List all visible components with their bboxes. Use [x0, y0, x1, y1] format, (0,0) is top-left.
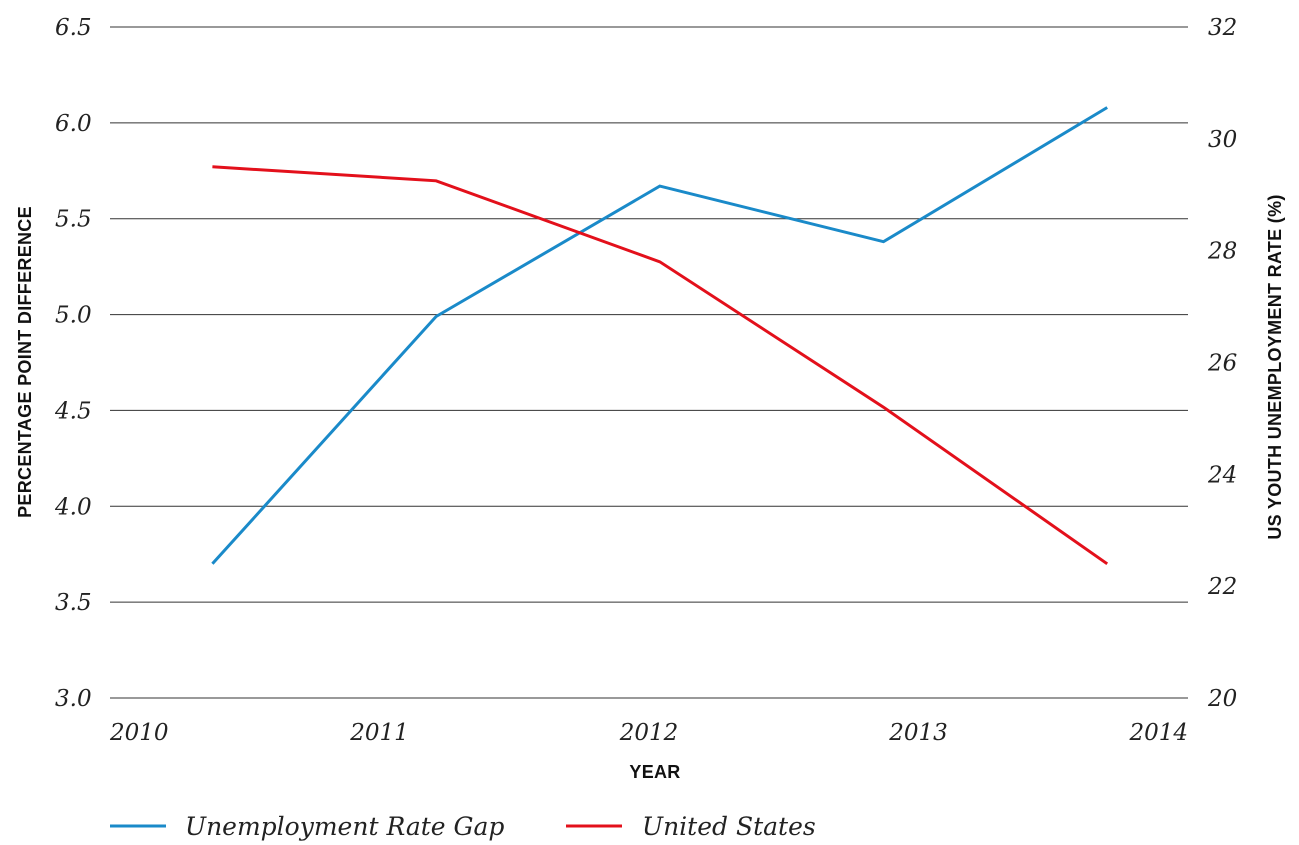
y-left-tick-label: 5.5: [55, 207, 92, 233]
legend-label-us: United States: [642, 812, 816, 841]
x-axis-ticks: 2010 2011 2012 2013 2014: [109, 720, 1188, 746]
y-left-tick-label: 4.5: [54, 398, 92, 424]
y-right-tick-label: 32: [1208, 15, 1237, 41]
right-axis-ticks: 20 22 24 26 28 30 32: [1207, 15, 1237, 712]
x-tick-label: 2011: [349, 720, 409, 746]
series-lines: [211, 106, 1109, 566]
y-right-tick-label: 28: [1207, 239, 1237, 265]
series-line-gap: [211, 106, 1108, 565]
y-right-tick-label: 20: [1207, 686, 1237, 712]
legend-label-gap: Unemployment Rate Gap: [185, 812, 504, 841]
x-axis-title: YEAR: [629, 762, 680, 782]
y-left-tick-label: 3.0: [55, 686, 92, 712]
legend: Unemployment Rate Gap United States: [110, 812, 816, 841]
x-tick-label: 2010: [109, 720, 169, 746]
left-axis-title: PERCENTAGE POINT DIFFERENCE: [15, 206, 35, 518]
y-right-tick-label: 22: [1207, 574, 1237, 600]
x-tick-label: 2012: [619, 720, 679, 746]
series-line-us: [212, 165, 1109, 566]
y-right-tick-label: 26: [1207, 351, 1237, 377]
y-left-tick-label: 6.5: [55, 15, 92, 41]
x-tick-label: 2014: [1128, 720, 1188, 746]
y-right-tick-label: 24: [1207, 462, 1237, 488]
gridlines: [110, 26, 1188, 699]
right-axis-title: US YOUTH UNEMPLOYMENT RATE (%): [1265, 194, 1285, 539]
y-right-tick-label: 30: [1208, 127, 1237, 153]
left-axis-ticks: 3.0 3.5 4.0 4.5 5.0 5.5 6.0 6.5: [54, 15, 92, 712]
y-left-tick-label: 4.0: [54, 494, 92, 520]
y-left-tick-label: 3.5: [55, 590, 92, 616]
y-left-tick-label: 6.0: [55, 111, 92, 137]
y-left-tick-label: 5.0: [55, 303, 92, 329]
x-tick-label: 2013: [888, 720, 948, 746]
